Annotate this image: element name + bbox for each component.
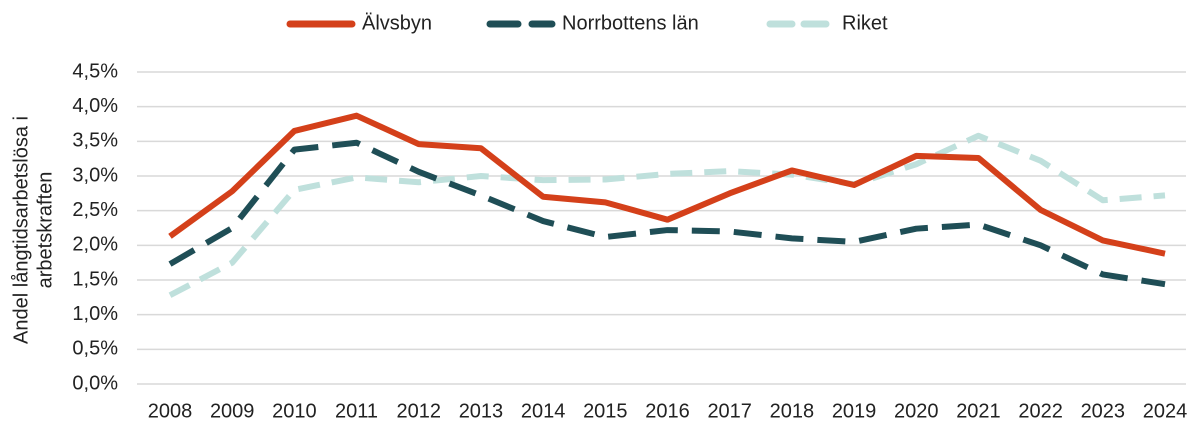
x-tick-label: 2013: [459, 400, 504, 422]
x-tick-label: 2016: [645, 400, 690, 422]
y-tick-label: 1,0%: [72, 303, 118, 325]
y-axis-label: arbetskraften: [34, 172, 56, 289]
y-tick-label: 2,5%: [72, 199, 118, 221]
legend-label: Riket: [842, 12, 888, 34]
legend-label: Norrbottens län: [562, 12, 699, 34]
y-tick-label: 0,5%: [72, 338, 118, 360]
x-tick-label: 2008: [148, 400, 193, 422]
y-tick-label: 3,5%: [72, 130, 118, 152]
y-tick-label: 4,0%: [72, 95, 118, 117]
y-axis-label: Andel långtidsarbetslösa i: [10, 116, 32, 344]
x-tick-label: 2019: [832, 400, 877, 422]
line-series: [168, 139, 1166, 288]
x-tick-label: 2014: [521, 400, 566, 422]
x-tick-label: 2011: [335, 400, 378, 422]
x-tick-label: 2018: [770, 400, 815, 422]
line-series: [168, 132, 1166, 298]
y-tick-label: 1,5%: [72, 268, 118, 290]
line-series: [168, 112, 1166, 257]
x-tick-label: 2010: [272, 400, 317, 422]
x-tick-label: 2017: [707, 400, 752, 422]
x-tick-label: 2024: [1143, 400, 1188, 422]
y-tick-label: 0,0%: [72, 372, 118, 394]
y-tick-label: 2,0%: [72, 234, 118, 256]
y-tick-label: 4,5%: [72, 60, 118, 82]
x-tick-label: 2012: [397, 400, 442, 422]
legend-label: Älvsbyn: [362, 12, 432, 34]
x-tick-label: 2020: [894, 400, 939, 422]
y-tick-label: 3,0%: [72, 164, 118, 186]
x-tick-label: 2015: [583, 400, 628, 422]
x-tick-label: 2023: [1081, 400, 1126, 422]
x-tick-label: 2021: [956, 400, 1001, 422]
x-tick-label: 2022: [1018, 400, 1063, 422]
x-tick-label: 2009: [210, 400, 255, 422]
